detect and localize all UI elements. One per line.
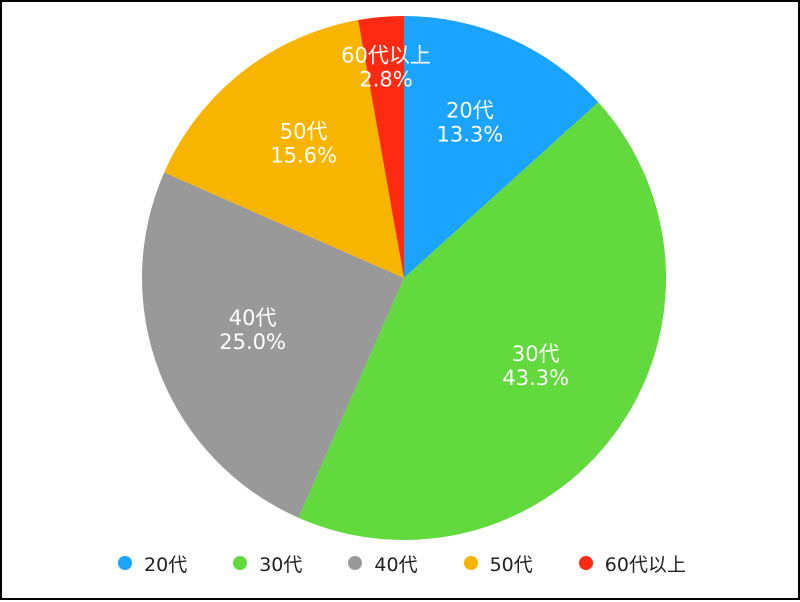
slice-value-label: 2.8%: [359, 67, 412, 91]
slice-category-label: 60代以上: [341, 43, 431, 67]
legend-marker: [348, 556, 363, 570]
legend: 20代 30代 40代 50代 60代以上: [2, 550, 800, 576]
legend-marker: [578, 556, 593, 570]
slice-label-5: 60代以上 2.8%: [341, 43, 431, 91]
legend-item-2: 30代: [233, 550, 302, 577]
slice-value-label: 13.3%: [437, 123, 504, 147]
slice-value-label: 25.0%: [219, 330, 286, 354]
legend-item-5: 60代以上: [578, 550, 686, 577]
legend-item-1: 20代: [118, 550, 187, 577]
pie-slice-4: [164, 20, 404, 279]
slice-label-2: 30代 43.3%: [502, 342, 569, 390]
legend-marker: [118, 556, 133, 570]
slice-category-label: 30代: [512, 342, 560, 366]
legend-label: 40代: [374, 553, 418, 576]
legend-marker: [463, 556, 478, 570]
legend-item-3: 40代: [348, 550, 418, 577]
slice-label-3: 40代 25.0%: [219, 306, 286, 354]
pie-slice-2: [298, 102, 667, 541]
slice-value-label: 43.3%: [502, 366, 569, 390]
slice-label-1: 20代 13.3%: [437, 99, 504, 147]
pie-slice-3: [141, 172, 404, 518]
slice-category-label: 50代: [280, 119, 328, 143]
legend-label: 60代以上: [604, 553, 686, 576]
legend-item-4: 50代: [463, 550, 533, 577]
legend-marker: [233, 556, 248, 570]
slice-value-label: 15.6%: [270, 143, 337, 167]
legend-label: 50代: [489, 553, 533, 576]
slice-category-label: 20代: [446, 99, 494, 123]
slice-label-4: 50代 15.6%: [270, 119, 337, 167]
pie-slice-1: [404, 16, 599, 278]
legend-label: 30代: [259, 553, 303, 576]
pie-slice-5: [358, 16, 404, 278]
legend-label: 20代: [144, 553, 188, 576]
slice-category-label: 40代: [229, 306, 277, 330]
